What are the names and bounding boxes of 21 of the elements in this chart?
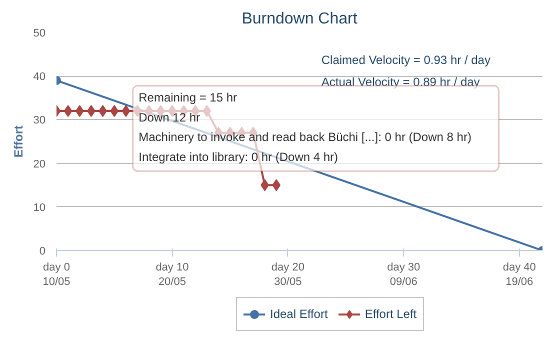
x-tick-label: day 0 10/05 [42, 262, 70, 288]
y-axis-title: Effort [11, 125, 26, 158]
x-tick-label: day 10 20/05 [156, 262, 189, 288]
x-tick-label: day 40 19/06 [502, 262, 536, 288]
y-tick-label: 40 [33, 71, 46, 84]
legend-label: Effort Left [364, 307, 417, 321]
legend-label: Ideal Effort [270, 307, 328, 321]
annotation: Remaining = 15 hr [138, 90, 238, 104]
annotation: Machinery to invoke and read back Büchi [...]: 0 hr (Down 8 hr) [138, 130, 472, 144]
y-tick-label: 20 [33, 158, 46, 170]
annotation: Down 12 hr [138, 110, 200, 124]
annotation: Integrate into library: 0 hr (Down 4 hr) [138, 150, 338, 164]
x-tick-label: day 20 30/05 [271, 262, 304, 288]
y-tick-label: 30 [33, 114, 46, 127]
chart-title: Burndown Chart [242, 10, 358, 28]
x-tick-label: day 30 09/06 [387, 262, 420, 288]
annotation: Claimed Velocity = 0.93 hr / day [321, 52, 490, 67]
y-tick-label: 10 [33, 202, 46, 214]
y-tick-label: 0 [39, 246, 46, 258]
annotation: Actual Velocity = 0.89 hr / day [321, 74, 480, 89]
y-tick-label: 50 [33, 28, 46, 40]
